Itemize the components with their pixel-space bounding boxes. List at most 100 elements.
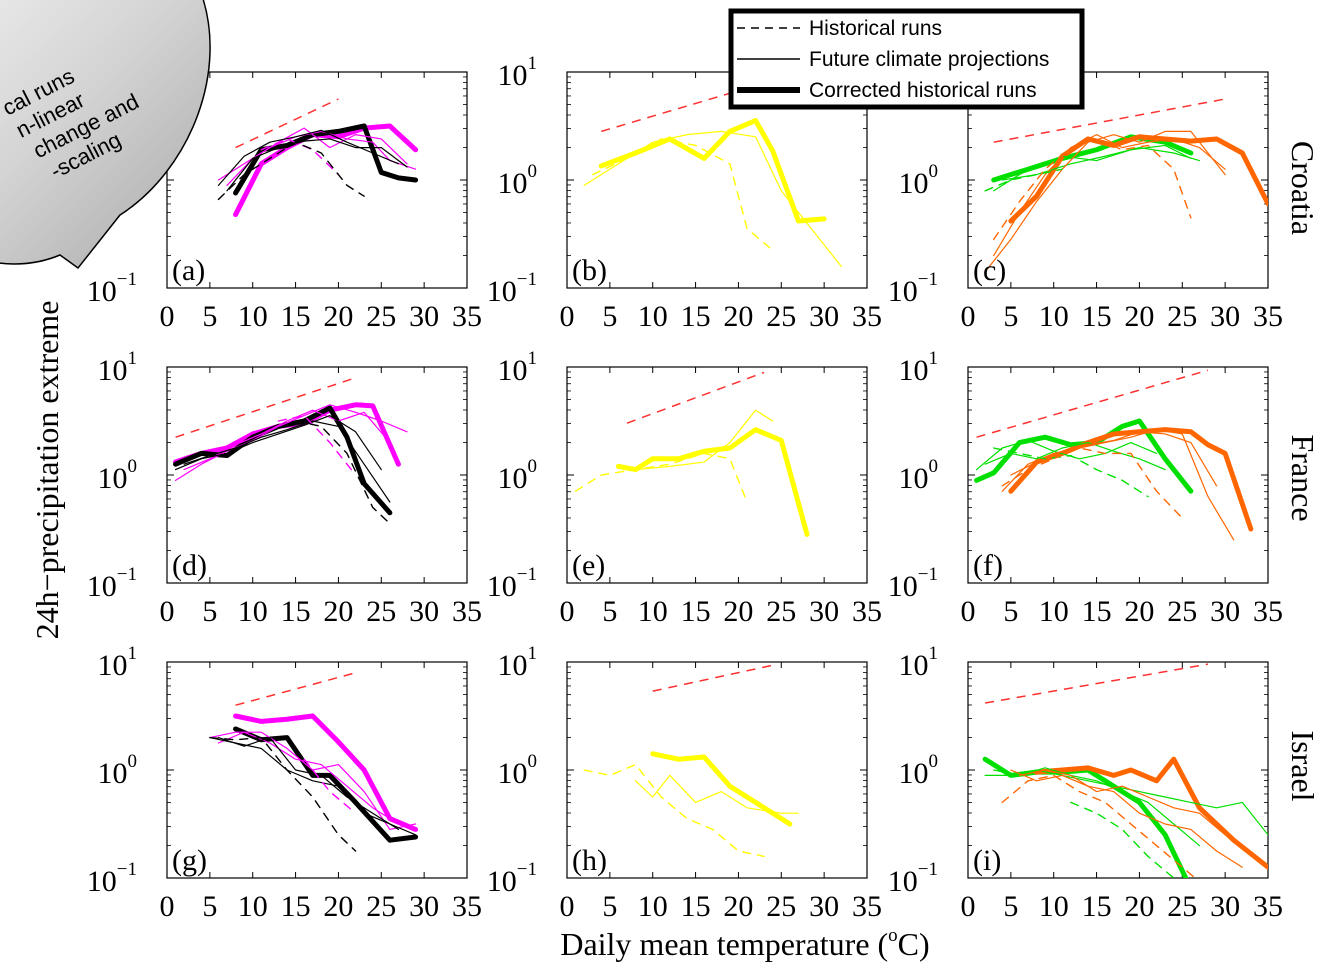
x-tick-label-d: 35 [452, 595, 482, 628]
panel-label-c: (c) [973, 254, 1006, 287]
x-tick-label-h: 35 [852, 890, 882, 923]
x-tick-label-g: 10 [238, 890, 268, 923]
reference-line-i [985, 663, 1209, 704]
x-tick-label-d: 25 [366, 595, 396, 628]
x-tick-label-i: 10 [1039, 890, 1069, 923]
y-tick-label-b: 10−1 [487, 269, 537, 308]
x-tick-label-e: 15 [681, 595, 711, 628]
x-tick-label-h: 30 [809, 890, 839, 923]
series-line-g-thin [217, 731, 400, 825]
series-line-g-thick [233, 713, 419, 832]
panel-frame-f [967, 366, 1269, 584]
series-line-h-thin [634, 774, 800, 814]
y-tick-label-e: 100 [498, 456, 538, 495]
x-tick-label-f: 35 [1253, 595, 1283, 628]
reference-line-a [235, 98, 339, 149]
row-label-croatia: Croatia [1285, 141, 1321, 235]
x-tick-label-g: 15 [281, 890, 311, 923]
x-tick-label-b: 10 [638, 300, 668, 333]
x-tick-label-h: 10 [638, 890, 668, 923]
x-tick-label-f: 15 [1082, 595, 1112, 628]
legend-label-corrected: Corrected historical runs [809, 79, 1037, 102]
series-line-a-thin [226, 138, 408, 192]
y-tick-label-f: 100 [899, 456, 939, 495]
series-line-f-dashed [993, 447, 1149, 498]
series-line-i-dashed [1070, 801, 1175, 878]
reference-line-e [626, 371, 765, 424]
panel-data-g [209, 672, 419, 852]
x-tick-label-c: 35 [1253, 300, 1283, 333]
x-tick-label-e: 10 [638, 595, 668, 628]
panel-e: 101 100 10−1 0 5 10 15 20 25 30 35 (e) [487, 348, 882, 628]
x-tick-label-i: 35 [1253, 890, 1283, 923]
y-tick-label-e: 10−1 [487, 564, 537, 603]
x-tick-label-h: 20 [723, 890, 753, 923]
x-tick-label-a: 15 [281, 300, 311, 333]
series-line-a-dashed [217, 141, 365, 201]
x-tick-label-d: 20 [323, 595, 353, 628]
series-line-a-thin [226, 127, 408, 186]
series-line-b-thin [583, 130, 842, 267]
x-tick-label-f: 10 [1039, 595, 1069, 628]
x-tick-label-c: 10 [1039, 300, 1069, 333]
reference-line-h [652, 664, 773, 692]
x-tick-label-f: 30 [1210, 595, 1240, 628]
series-line-f-thin [975, 439, 1158, 471]
series-line-a-thick [233, 123, 419, 196]
x-tick-label-d: 15 [281, 595, 311, 628]
legend-label-historical: Historical runs [809, 17, 942, 40]
panel-frame-a [166, 71, 468, 289]
x-tick-label-f: 5 [1003, 595, 1018, 628]
series-line-f-dashed [1001, 447, 1183, 519]
panel-f: 101 100 10−1 0 5 10 15 20 25 30 35 (f) [888, 348, 1283, 628]
series-line-g-dashed [303, 758, 357, 814]
x-tick-label-g: 5 [202, 890, 217, 923]
x-tick-label-c: 30 [1210, 300, 1240, 333]
y-tick-label-h: 100 [498, 751, 538, 790]
x-tick-label-h: 5 [602, 890, 617, 923]
panel-grid: 10110010−105101520253035(a)10110010−1051… [87, 53, 1283, 923]
x-tick-label-a: 35 [452, 300, 482, 333]
panel-data-b [583, 87, 842, 267]
series-line-c-thin [1001, 147, 1201, 181]
y-tick-label-c: 100 [899, 161, 939, 200]
panel-data-h [583, 664, 800, 858]
x-tick-label-g: 30 [409, 890, 439, 923]
panel-data-d [173, 377, 408, 525]
x-tick-label-f: 0 [961, 595, 976, 628]
series-line-i-thick [1034, 756, 1268, 870]
x-tick-label-i: 25 [1167, 890, 1197, 923]
x-tick-label-h: 25 [766, 890, 796, 923]
series-line-c-dashed [993, 138, 1192, 241]
series-line-g-thin [217, 736, 400, 831]
panel-frame-g [166, 661, 468, 879]
y-tick-label-i: 100 [899, 751, 939, 790]
y-tick-label-f: 10−1 [888, 564, 938, 603]
row-label-israel: Israel [1285, 730, 1321, 801]
panel-data-f [974, 369, 1254, 541]
x-tick-label-i: 20 [1124, 890, 1154, 923]
panel-data-a [217, 98, 419, 218]
reference-line-g [235, 672, 356, 706]
x-tick-label-b: 35 [852, 300, 882, 333]
y-tick-label-f: 101 [899, 348, 939, 387]
x-tick-label-e: 25 [766, 595, 796, 628]
x-tick-label-e: 0 [560, 595, 575, 628]
series-line-d-thin [183, 420, 391, 503]
x-tick-label-c: 15 [1082, 300, 1112, 333]
panel-label-a: (a) [172, 254, 205, 287]
y-tick-label-i: 10−1 [888, 859, 938, 898]
legend-label-future: Future climate projections [809, 48, 1049, 71]
panel-data-i [982, 663, 1268, 878]
series-line-e-thick [615, 427, 810, 537]
x-tick-label-h: 15 [681, 890, 711, 923]
y-tick-label-d: 100 [98, 456, 138, 495]
y-tick-label-b: 100 [498, 161, 538, 200]
panel-frame-i [967, 661, 1269, 879]
x-tick-label-i: 30 [1210, 890, 1240, 923]
series-line-f-thin [1001, 429, 1235, 541]
series-line-h-dashed [583, 763, 765, 858]
series-line-i-thin [1018, 769, 1226, 836]
